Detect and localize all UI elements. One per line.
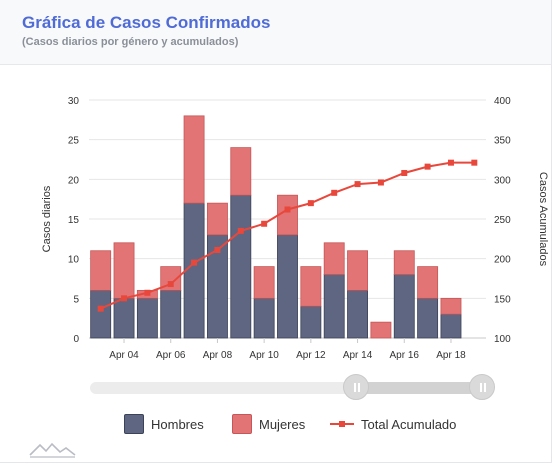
point-total-acumulado [447, 159, 454, 166]
legend-label-hombres: Hombres [151, 416, 204, 432]
bar-mujeres [323, 242, 345, 275]
point-total-acumulado [284, 206, 291, 213]
y-tick-label: 30 [68, 96, 80, 107]
bar-hombres [113, 297, 135, 339]
y-axis-title: Casos diarios [41, 185, 53, 252]
point-total-acumulado [261, 220, 268, 227]
logo-icon [29, 442, 76, 458]
bar-hombres [253, 297, 275, 339]
legend-label-mujeres: Mujeres [259, 416, 306, 432]
bar-hombres [183, 202, 205, 339]
y-right-axis-title: Casos Acumulados [537, 172, 549, 267]
bar-mujeres [417, 266, 439, 299]
bar-mujeres [393, 250, 415, 275]
point-total-acumulado [401, 169, 408, 176]
navigator-selected-range[interactable] [356, 382, 482, 394]
bar-mujeres [160, 266, 182, 291]
bar-hombres [136, 297, 158, 339]
x-tick-label: Apr 06 [156, 350, 186, 361]
point-total-acumulado [471, 159, 478, 166]
y-tick-label: 10 [68, 255, 80, 266]
point-total-acumulado [121, 295, 128, 302]
bar-hombres [323, 274, 345, 339]
y-right-tick-label: 200 [494, 255, 511, 266]
bar-hombres [417, 297, 439, 339]
bar-mujeres [230, 147, 252, 196]
legend-swatch-total-acumulado [330, 414, 354, 434]
bar-mujeres [90, 250, 112, 291]
bar-mujeres [440, 297, 462, 315]
y-tick-label: 5 [73, 294, 79, 305]
legend-item-mujeres[interactable]: Mujeres [232, 410, 305, 438]
x-tick-label: Apr 08 [203, 350, 233, 361]
point-total-acumulado [377, 179, 384, 186]
card-header: Gráfica de Casos Confirmados (Casos diar… [0, 0, 551, 65]
y-right-tick-label: 350 [494, 136, 511, 147]
bar-mujeres [300, 266, 322, 307]
point-total-acumulado [214, 246, 221, 253]
bar-hombres [393, 274, 415, 339]
cases-chart: 0 5 10 15 20 25 30 100 150 200 250 300 350 400 Casos d… [41, 96, 549, 361]
y-right-tick-label: 150 [494, 294, 511, 305]
bar-mujeres [253, 266, 275, 299]
navigator-left-handle[interactable] [343, 374, 369, 400]
y-right-tick-label: 250 [494, 215, 511, 226]
bar-mujeres [113, 242, 135, 299]
y-right-tick-label: 400 [494, 96, 511, 107]
chart-title: Gráfica de Casos Confirmados [22, 13, 271, 32]
x-tick-label: Apr 16 [390, 350, 420, 361]
bar-hombres [300, 305, 322, 339]
point-total-acumulado [307, 200, 314, 207]
y-tick-label: 15 [68, 215, 80, 226]
navigator-right-handle[interactable] [469, 374, 495, 400]
legend-swatch-hombres [124, 414, 144, 434]
bar-hombres [230, 194, 252, 339]
legend-label-total-acumulado: Total Acumulado [361, 416, 457, 432]
bar-mujeres [347, 250, 369, 291]
bar-hombres [440, 313, 462, 339]
x-tick-label: Apr 04 [109, 350, 139, 361]
point-total-acumulado [167, 281, 174, 288]
bar-hombres [160, 289, 182, 339]
bar-mujeres [183, 115, 205, 204]
point-total-acumulado [354, 181, 361, 188]
x-tick-label: Apr 10 [249, 350, 279, 361]
x-tick-label: Apr 12 [296, 350, 326, 361]
point-total-acumulado [237, 227, 244, 234]
point-total-acumulado [424, 163, 431, 170]
point-total-acumulado [191, 259, 198, 266]
bar-mujeres [206, 202, 228, 236]
y-tick-label: 20 [68, 175, 80, 186]
point-total-acumulado [331, 189, 338, 196]
legend-swatch-mujeres [232, 414, 252, 434]
x-tick-label: Apr 14 [343, 350, 373, 361]
bar-hombres [347, 289, 369, 339]
legend-item-total-acumulado[interactable]: Total Acumulado [330, 410, 456, 438]
bar-mujeres [277, 194, 298, 236]
point-total-acumulado [144, 289, 151, 296]
x-tick-label: Apr 18 [436, 350, 466, 361]
y-right-tick-label: 300 [494, 175, 511, 186]
bar-mujeres [370, 321, 392, 339]
point-total-acumulado [97, 305, 104, 312]
chart-legend: Hombres Mujeres Total Acumulado [0, 410, 552, 438]
bar-hombres [90, 289, 112, 339]
bar-hombres [277, 234, 298, 339]
y-tick-label: 0 [73, 334, 79, 345]
legend-item-hombres[interactable]: Hombres [124, 410, 204, 438]
y-right-tick-label: 100 [494, 334, 511, 345]
y-tick-label: 25 [68, 136, 80, 147]
chart-subtitle: (Casos diarios por género y acumulados) [22, 36, 239, 48]
